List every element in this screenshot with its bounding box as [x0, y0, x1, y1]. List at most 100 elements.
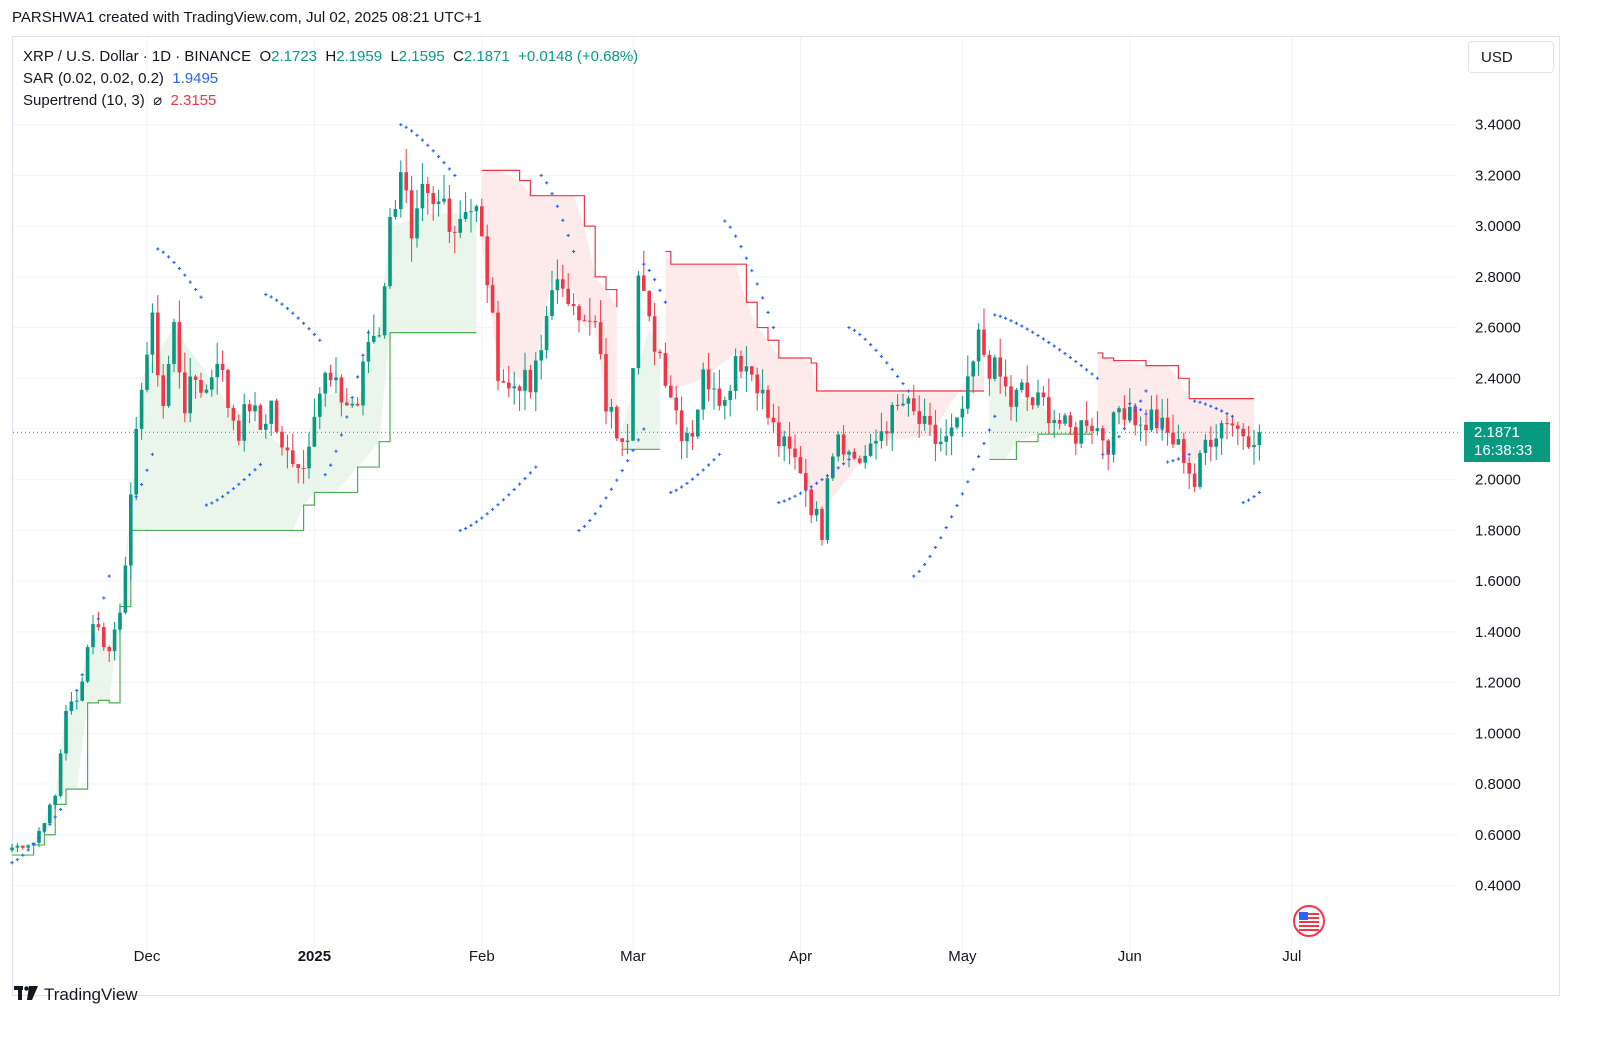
candle-body	[247, 404, 252, 412]
candle	[544, 306, 549, 359]
candle	[750, 366, 754, 382]
candle-body	[642, 275, 646, 291]
footer-brand[interactable]: TradingView	[14, 984, 138, 1005]
candle	[1236, 421, 1240, 446]
symbol-label[interactable]: XRP / U.S. Dollar · 1D · BINANCE	[23, 48, 252, 65]
sar-dot	[53, 815, 57, 819]
sar-dot	[42, 829, 46, 833]
sar-dot	[626, 459, 630, 463]
sar-dot	[194, 287, 198, 292]
currency-button[interactable]: USD	[1468, 41, 1554, 73]
candle-body	[814, 508, 819, 516]
candle	[145, 342, 149, 393]
candle	[1047, 378, 1051, 434]
candle	[1144, 409, 1148, 446]
sar-dot	[636, 438, 640, 442]
candle	[895, 394, 900, 411]
candle-body	[966, 376, 970, 409]
sar-dot	[1101, 452, 1105, 456]
sar-dot	[307, 327, 311, 331]
sar-dot	[96, 617, 100, 621]
sar-dot	[863, 337, 867, 341]
sar-dot	[1209, 404, 1213, 408]
sar-dot	[831, 470, 835, 474]
candle	[771, 403, 776, 434]
candle	[10, 843, 14, 853]
candle-body	[571, 304, 576, 307]
sar-dot	[302, 321, 306, 325]
candle-body	[307, 446, 311, 469]
candle	[825, 473, 830, 544]
candle-body	[836, 434, 840, 457]
candle	[75, 691, 79, 710]
candle	[1074, 421, 1078, 455]
sar-dot	[264, 293, 268, 297]
sar-dot	[437, 155, 441, 159]
flag-stripe	[1299, 929, 1319, 931]
sar-row[interactable]: SAR (0.02, 0.02, 0.2) 1.9495	[23, 68, 638, 90]
sar-dot	[150, 452, 154, 456]
sar-label: SAR (0.02, 0.02, 0.2)	[23, 70, 164, 87]
candle	[723, 396, 727, 420]
sar-dot	[275, 298, 279, 302]
candle-body	[539, 350, 543, 361]
candle	[366, 329, 371, 374]
chart-frame[interactable]	[12, 36, 1560, 996]
sar-dot	[1257, 490, 1261, 495]
candle-body	[291, 450, 295, 465]
candle-body	[674, 397, 678, 411]
candle-body	[750, 366, 754, 375]
candle	[993, 354, 997, 382]
candle-body	[204, 389, 209, 393]
candle-body	[58, 753, 63, 796]
candle-body	[1084, 420, 1089, 426]
candle	[615, 405, 619, 441]
candle	[1225, 413, 1229, 440]
candle-body	[183, 372, 187, 414]
candle-body	[1095, 428, 1100, 432]
change-value: +0.0148 (+0.68%)	[518, 48, 639, 65]
sar-dot	[971, 467, 975, 471]
candle	[949, 413, 954, 456]
sar-dot	[1133, 409, 1137, 413]
candle-body	[841, 434, 846, 455]
candle-body	[145, 354, 149, 390]
sar-dot	[842, 462, 846, 466]
sar-dot	[140, 482, 144, 487]
candle-body	[706, 369, 711, 390]
candle	[112, 621, 117, 661]
candle-body	[517, 386, 522, 391]
sar-dot	[410, 129, 414, 133]
sar-dot	[955, 503, 959, 508]
candle	[841, 425, 846, 461]
supertrend-line-up	[989, 433, 1092, 461]
candle	[312, 398, 317, 448]
sar-dot	[1117, 435, 1121, 439]
eye-off-icon[interactable]: ⌀	[153, 92, 163, 109]
candle-body	[1236, 425, 1240, 429]
candle-body	[345, 402, 349, 406]
last-price-value: 2.1871	[1474, 424, 1520, 441]
sar-dot	[1068, 355, 1072, 360]
candle-body	[80, 681, 84, 701]
candle-body	[447, 198, 452, 232]
supertrend-row[interactable]: Supertrend (10, 3) ⌀ 2.3155	[23, 90, 638, 112]
candle	[971, 360, 975, 394]
sar-dot	[939, 536, 943, 540]
candle-body	[193, 376, 198, 380]
sar-dot	[663, 300, 667, 304]
y-tick-label: 2.8000	[1475, 269, 1521, 286]
supertrend-fill-down	[665, 251, 984, 518]
candle	[863, 444, 867, 469]
candle-body	[431, 193, 435, 204]
sar-dot	[1182, 455, 1186, 459]
sar-dot	[696, 473, 700, 477]
candle	[890, 401, 894, 452]
y-tick-label: 0.4000	[1475, 878, 1521, 895]
candle-body	[895, 404, 900, 406]
sar-dot	[1095, 376, 1099, 380]
candle	[755, 367, 759, 411]
sar-dot	[161, 250, 165, 254]
candle	[809, 487, 813, 524]
